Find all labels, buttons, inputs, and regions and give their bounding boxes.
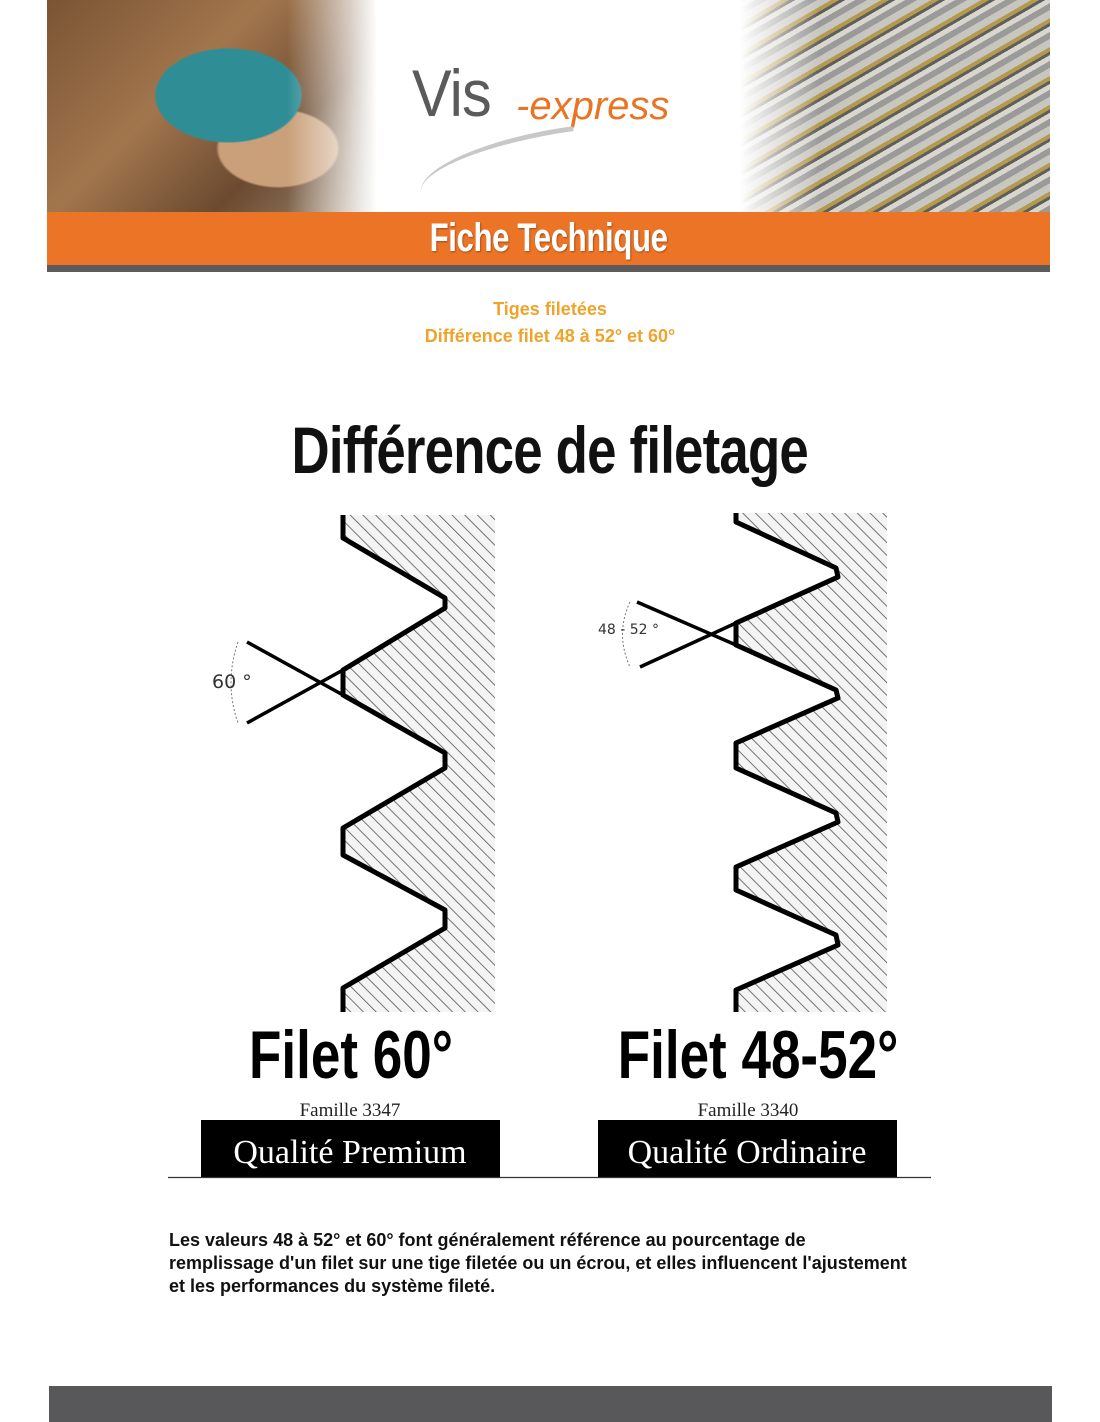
angle-label-60: 60 ° (212, 671, 252, 693)
thread-profile-48-52: 48 - 52 ° (598, 513, 887, 1012)
thread-comparison-diagram: 60 ° 48 - 52 ° Filet 60° Famille 3347 Qu… (168, 513, 931, 1179)
workshop-photo (47, 0, 377, 212)
footer-bar (49, 1386, 1052, 1422)
angle-label-48-52: 48 - 52 ° (598, 622, 659, 638)
angle-line (636, 600, 737, 647)
angle-line (246, 668, 344, 725)
diagram-title: Différence de filetage (291, 413, 809, 487)
logo-main-text: Vis (412, 56, 492, 130)
screws-photo (740, 0, 1050, 212)
explanation-paragraph: Les valeurs 48 à 52° et 60° font général… (169, 1230, 907, 1296)
banner-divider (47, 265, 1050, 272)
family-3340-label: Famille 3340 (698, 1100, 799, 1121)
quality-premium-text: Qualité Premium (233, 1134, 466, 1171)
banner-title: Fiche Technique (429, 216, 668, 260)
angle-arc (230, 641, 239, 724)
logo-swoosh-icon (414, 126, 580, 193)
quality-ordinaire-badge (598, 1120, 897, 1177)
angle-line (639, 621, 737, 669)
angle-arc (622, 601, 631, 668)
family-3347-label: Famille 3347 (300, 1100, 401, 1121)
banner-title-bar: Fiche Technique (47, 212, 1050, 265)
angle-line (246, 640, 344, 697)
vis-express-logo: Vis -express (412, 55, 702, 193)
logo-suffix-text: -express (516, 84, 670, 128)
quality-ordinaire-text: Qualité Ordinaire (628, 1134, 867, 1171)
quality-premium-badge (201, 1120, 500, 1177)
subtitle-line-2: Différence filet 48 à 52° et 60° (424, 326, 676, 346)
filet-48-52-label: Filet 48-52° (618, 1017, 899, 1093)
diagram-title-wrap: Différence de filetage (0, 412, 1100, 488)
thread-profile-60: 60 ° (212, 515, 495, 1012)
filet-60-label: Filet 60° (249, 1017, 453, 1093)
subtitle-line-1: Tiges filetées (493, 299, 607, 319)
header-banner: Vis -express Fiche Technique (47, 0, 1050, 272)
